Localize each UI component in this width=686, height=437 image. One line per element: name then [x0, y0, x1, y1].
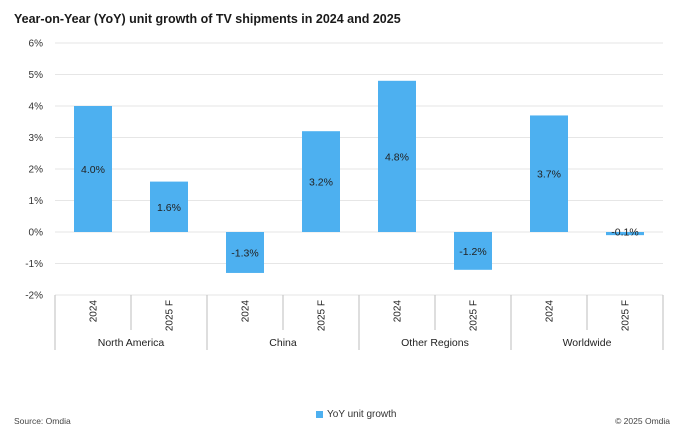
category-tick-label: 2025 F [621, 300, 632, 331]
data-label: -1.2% [459, 246, 486, 258]
bar [302, 131, 340, 232]
category-tick-label: 2025 F [469, 300, 480, 331]
group-label: China [269, 337, 297, 349]
group-label: Worldwide [563, 337, 612, 349]
legend-label: YoY unit growth [327, 409, 397, 420]
data-label: 4.0% [81, 164, 105, 176]
data-label: 3.7% [537, 169, 561, 181]
y-tick-label: 1% [29, 196, 44, 207]
group-label: North America [98, 337, 165, 349]
y-tick-label: 6% [29, 39, 44, 50]
data-label: 3.2% [309, 177, 333, 189]
y-tick-label: -2% [25, 291, 43, 302]
data-label: -1.3% [231, 247, 258, 259]
bar [454, 232, 492, 270]
bar [74, 106, 112, 232]
y-tick-label: -1% [25, 259, 43, 270]
category-tick-label: 2024 [241, 300, 252, 323]
data-label: 1.6% [157, 202, 181, 214]
category-tick-label: 2024 [89, 300, 100, 323]
bar [150, 181, 188, 232]
group-label: Other Regions [401, 337, 469, 349]
category-tick-label: 2024 [393, 300, 404, 323]
bar [378, 80, 416, 232]
copyright-note: © 2025 Omdia [615, 416, 670, 426]
category-tick-label: 2025 F [165, 300, 176, 331]
category-tick-label: 2025 F [317, 300, 328, 331]
y-tick-label: 5% [29, 70, 44, 81]
chart-legend: YoY unit growth [316, 409, 397, 420]
y-tick-label: 3% [29, 133, 44, 144]
bar [226, 232, 264, 273]
bar [530, 115, 568, 232]
bar [606, 232, 644, 236]
source-note: Source: Omdia [14, 416, 71, 426]
y-tick-label: 2% [29, 165, 44, 176]
y-tick-label: 4% [29, 102, 44, 113]
legend-swatch [316, 411, 323, 418]
data-label: 4.8% [385, 151, 409, 163]
category-tick-label: 2024 [545, 300, 556, 323]
y-tick-label: 0% [29, 228, 44, 239]
data-label: -0.1% [611, 227, 638, 239]
chart-title: Year-on-Year (YoY) unit growth of TV shi… [14, 12, 401, 26]
